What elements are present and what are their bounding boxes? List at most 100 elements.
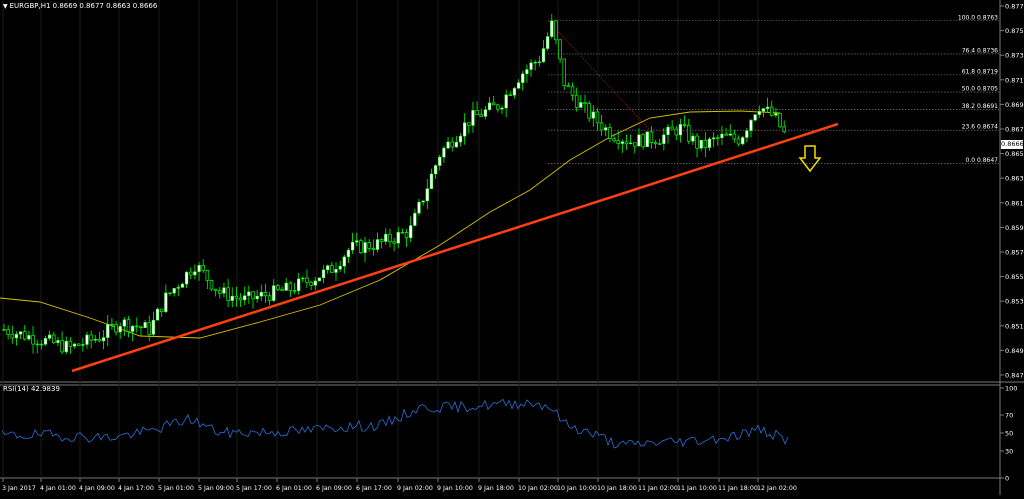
candle-body	[280, 288, 284, 291]
candle-body	[587, 103, 591, 119]
candle-body	[18, 331, 23, 335]
candle-body	[342, 256, 346, 267]
candle-body	[645, 131, 649, 148]
dropdown-triangle-icon[interactable]: ▼	[3, 3, 8, 10]
candle-body	[106, 323, 110, 338]
price-axis-label: 0.8575	[1005, 249, 1024, 257]
candle-body	[305, 277, 309, 283]
candle-body	[487, 102, 492, 110]
candle-body	[446, 141, 450, 149]
candle-body	[616, 140, 620, 144]
candle-body	[272, 285, 276, 301]
rsi-indicator	[1, 398, 789, 449]
candle-body	[479, 114, 484, 117]
candle-body	[131, 325, 135, 332]
candle-body	[97, 338, 102, 342]
time-axis-label: 6 Jan 09:00	[316, 485, 352, 492]
candle-body	[774, 113, 778, 116]
candle-body	[504, 94, 508, 109]
price-axis-label: 0.8475	[1005, 372, 1024, 380]
candle-body	[475, 110, 479, 115]
down-arrow-icon	[798, 145, 822, 173]
candle-body	[566, 85, 571, 88]
candle-body	[56, 340, 60, 343]
candle-body	[384, 233, 388, 242]
price-axis-label: 0.8655	[1005, 150, 1024, 158]
chart-title: ▼ EURGBP,H1 0.8669 0.8677 0.8663 0.8666	[0, 2, 157, 10]
time-axis-label: 10 Jan 10:00	[557, 485, 597, 492]
candle-body	[658, 143, 662, 145]
candle-body	[649, 131, 654, 144]
candle-body	[612, 138, 616, 141]
fibonacci-retracement[interactable]: 100.0 0.8763 76.4 0.8736 61.8 0.8719 50.0 0…	[547, 14, 999, 164]
candle-body	[720, 133, 724, 139]
candle-body	[761, 108, 766, 112]
price-axis-label: 0.8515	[1005, 322, 1024, 330]
candle-body	[583, 102, 587, 105]
candle-body	[68, 340, 73, 347]
candle-body	[546, 36, 550, 49]
candle-body	[624, 141, 629, 144]
candle-body	[259, 292, 263, 297]
candle-body	[633, 142, 637, 147]
candle-body	[591, 111, 595, 119]
price-axis-label: 0.8675	[1005, 126, 1024, 134]
candle-body	[728, 133, 732, 136]
candle-body	[454, 141, 459, 148]
rsi-axis-label: 70	[1005, 412, 1013, 420]
candle-body	[172, 288, 176, 294]
candle-body	[363, 242, 367, 253]
candle-body	[533, 62, 537, 64]
candle-body	[433, 165, 438, 175]
fib-level-label: 76.4 0.8736	[962, 47, 998, 54]
candle-body	[496, 104, 500, 110]
candle-body	[554, 20, 558, 41]
candle-body	[205, 270, 210, 281]
candle-body	[309, 281, 313, 286]
candle-body	[541, 48, 546, 63]
candle-body	[238, 297, 243, 301]
rsi-axis-label: 30	[1005, 448, 1013, 456]
candle-body	[691, 135, 695, 142]
candle-body	[346, 249, 351, 258]
candle-body	[355, 240, 359, 243]
candle-body	[757, 111, 761, 115]
fib-level-label: 61.8 0.8719	[962, 68, 998, 75]
candle-body	[765, 106, 770, 109]
candle-body	[52, 334, 56, 343]
candle-body	[732, 133, 737, 140]
current-price-tag: 0.8666	[1001, 140, 1024, 149]
price-axis-label: 0.8495	[1005, 347, 1024, 355]
candle-body	[388, 233, 392, 243]
time-axis-label: 9 Jan 18:00	[478, 485, 514, 492]
time-axis-label: 10 Jan 02:00	[518, 485, 558, 492]
candle-body	[608, 127, 612, 139]
rsi-axis-label: 100	[1005, 385, 1017, 393]
candle-body	[2, 329, 6, 331]
rsi-axis-label: 50	[1005, 430, 1013, 438]
candle-body	[164, 292, 168, 312]
candle-body	[508, 94, 513, 96]
candle-body	[769, 106, 774, 116]
support-trendline[interactable]	[71, 122, 839, 373]
candle-body	[699, 139, 703, 149]
candle-body	[574, 94, 579, 108]
candle-body	[629, 142, 633, 144]
price-axis-label: 0.8615	[1005, 199, 1024, 207]
candle-body	[562, 58, 566, 86]
time-axis-label: 9 Jan 10:00	[437, 485, 473, 492]
candle-body	[243, 295, 247, 301]
candle-body	[334, 269, 338, 273]
candle-body	[749, 119, 753, 131]
fib-level-label: 38.2 0.8691	[962, 103, 998, 110]
candle-body	[85, 334, 89, 345]
candle-body	[516, 82, 521, 89]
candle-body	[284, 282, 288, 291]
candle-body	[267, 295, 272, 301]
candle-body	[500, 107, 504, 110]
candle-body	[620, 141, 625, 144]
candle-body	[529, 62, 533, 70]
candle-body	[139, 326, 143, 329]
